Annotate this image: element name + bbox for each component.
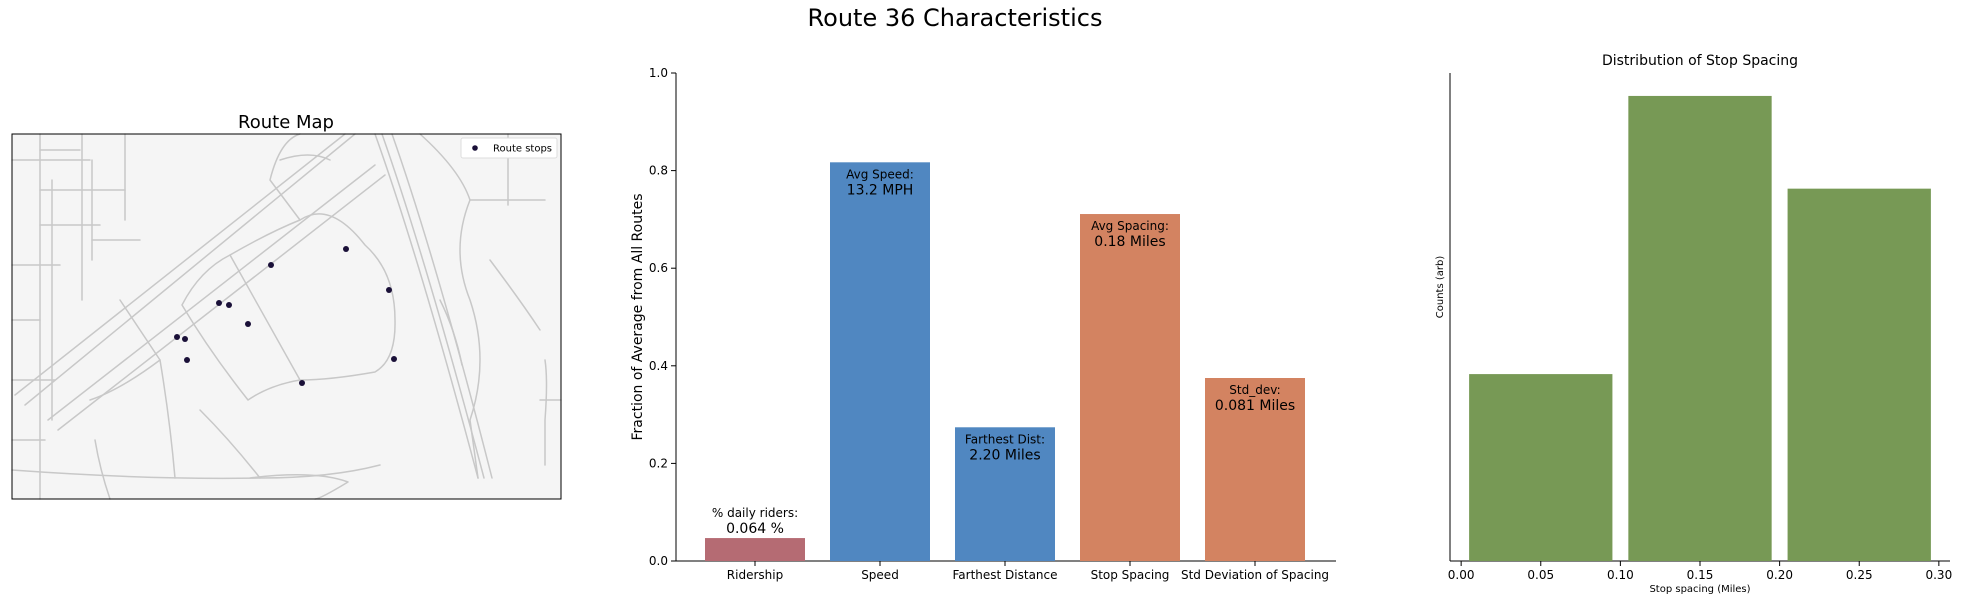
bar-annotation-label: Avg Speed: [846,167,914,181]
route-stops [174,246,397,386]
bar-annotation-value: 0.064 % [726,521,784,537]
x-tick-label: Ridership [727,568,783,582]
bar-annotation-value: 13.2 MPH [847,182,914,198]
map-background [12,134,561,499]
x-tick-label: 0.20 [1766,568,1793,582]
y-tick-label: 1.0 [649,66,668,80]
bar [830,162,930,561]
x-tick-label: 0.00 [1448,568,1475,582]
y-axis-label: Fraction of Average from All Routes [630,194,646,441]
bar [1080,214,1180,562]
x-axis-label: Stop spacing (Miles) [1649,584,1750,595]
route-stop-marker [268,262,274,268]
y-tick-label: 0.4 [649,359,668,373]
y-tick-label: 0.8 [649,164,668,178]
x-tick-label: 0.10 [1607,568,1634,582]
x-tick-label: 0.05 [1527,568,1554,582]
figure-title: Route 36 Characteristics [808,4,1103,32]
y-tick-label: 0.2 [649,456,668,470]
route-stop-marker [245,321,251,327]
map-frame [11,133,562,500]
bar [1205,378,1305,561]
y-axis-label: Counts (arb) [1435,256,1446,319]
histogram-bar [1628,95,1772,561]
y-tick-label: 0.0 [649,554,668,568]
legend-stop-marker [472,145,478,151]
route-map-panel: Route Map [11,112,562,500]
bar-annotation-label: Farthest Dist: [965,432,1045,446]
bar-annotation-label: Avg Spacing: [1091,219,1169,233]
route-stop-marker [182,336,188,342]
legend-label: Route stops [493,144,552,155]
route-stop-marker [343,246,349,252]
bar [705,538,805,561]
route-stop-marker [391,356,397,362]
route-stop-marker [174,334,180,340]
stop-spacing-histogram: Distribution of Stop Spacing 0.00 0.05 0.10… [1435,53,1952,595]
y-tick-label: 0.6 [649,261,668,275]
route-stop-marker [184,357,190,363]
route-stop-marker [216,300,222,306]
histogram-bar [1787,188,1931,561]
route-stop-marker [226,302,232,308]
x-tick-label: 0.15 [1687,568,1714,582]
map-legend: Route stops [460,137,558,159]
bar-annotation-label: % daily riders: [712,506,798,520]
histogram-bar [1469,374,1613,561]
bar [955,427,1055,561]
x-tick-label: Farthest Distance [952,568,1057,582]
x-tick-label: 0.25 [1846,568,1873,582]
x-tick-label: 0.30 [1925,568,1952,582]
route-stop-marker [386,287,392,293]
map-title: Route Map [238,112,334,133]
bar-annotation-value: 0.081 Miles [1215,398,1295,414]
bar-annotation-value: 2.20 Miles [969,447,1040,463]
bar-annotation-value: 0.18 Miles [1094,234,1165,250]
route-stop-marker [299,380,305,386]
histogram-title: Distribution of Stop Spacing [1602,53,1798,69]
bar-annotation-label: Std_dev: [1229,383,1280,397]
fraction-bar-chart: 0.0 0.2 0.4 0.6 0.8 1.0 Fraction of Average fr… [630,66,1336,582]
x-tick-label: Stop Spacing [1091,568,1170,582]
x-tick-label: Std Deviation of Spacing [1181,568,1329,582]
x-tick-label: Speed [861,568,899,582]
